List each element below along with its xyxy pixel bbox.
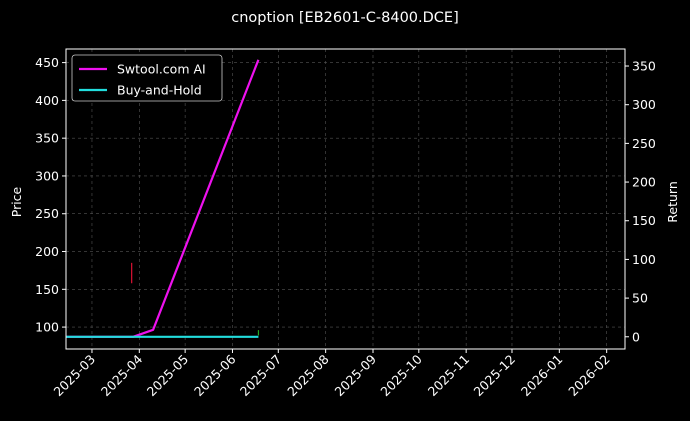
plot-frame (65, 48, 626, 350)
y2-tick-label: 150 (632, 213, 656, 228)
legend: Swtool.com AI Buy-and-Hold (71, 54, 223, 102)
y2-tick-label: 0 (632, 329, 640, 344)
y2-tick-label: 50 (632, 291, 648, 306)
left-axis: 100 150 200 250 300 350 400 450 (35, 55, 66, 335)
y-tick-label: 400 (35, 93, 59, 108)
y-tick-label: 300 (35, 168, 59, 183)
y-tick-label: 150 (35, 282, 59, 297)
candles-layer (131, 262, 260, 336)
y2-tick-label: 350 (632, 59, 656, 74)
y2-tick-label: 100 (632, 252, 656, 267)
y-tick-label: 100 (35, 320, 59, 335)
chart-title: cnoption [EB2601-C-8400.DCE] (231, 10, 459, 26)
y-tick-label: 250 (35, 206, 59, 221)
y2-tick-label: 200 (632, 175, 656, 190)
y-tick-label: 350 (35, 131, 59, 146)
legend-box (71, 54, 223, 102)
y-tick-label: 450 (35, 55, 59, 70)
grid-lines (66, 49, 625, 349)
y-tick-label: 200 (35, 244, 59, 259)
y-axis-label: Price (9, 186, 24, 217)
right-axis: 0 50 100 150 200 250 300 350 (625, 59, 656, 344)
y2-axis-label: Return (665, 181, 680, 222)
series-layer (66, 59, 260, 338)
legend-label-0: Swtool.com AI (117, 62, 206, 77)
legend-label-1: Buy-and-Hold (117, 83, 202, 98)
y2-tick-label: 300 (632, 97, 656, 112)
y2-tick-label: 250 (632, 136, 656, 151)
